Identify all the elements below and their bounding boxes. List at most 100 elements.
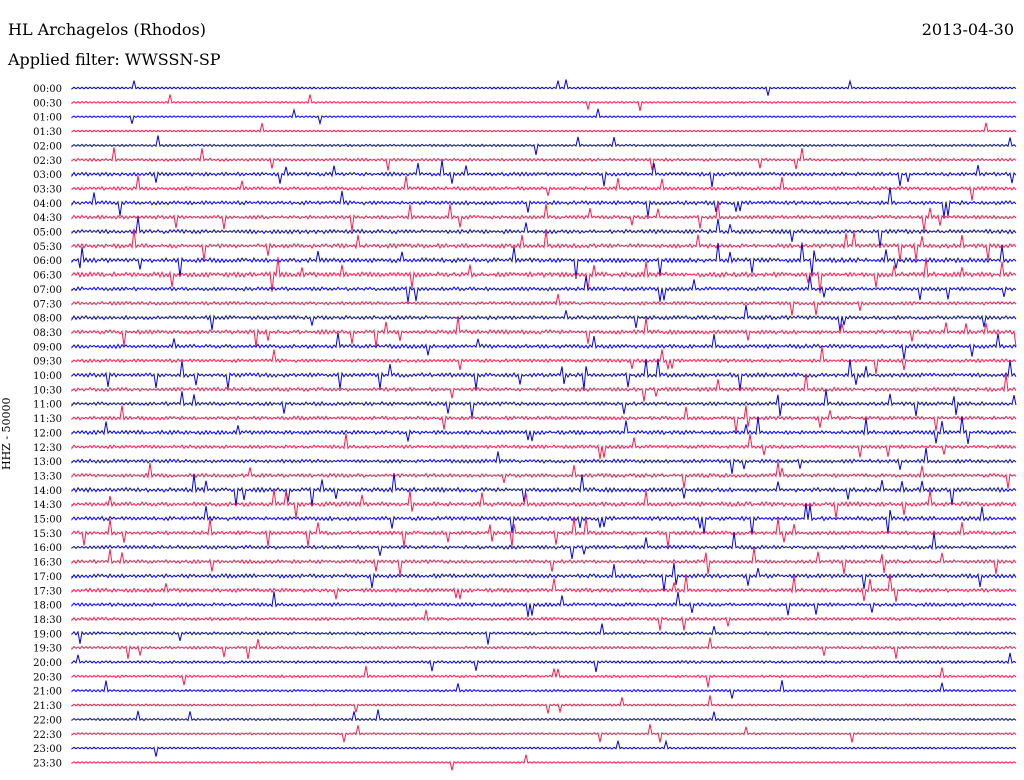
row-label-1830: 18:30	[33, 615, 62, 626]
trace-row-1400	[71, 473, 1017, 507]
trace-row-0900	[71, 332, 1017, 360]
trace-row-0130	[71, 122, 1017, 133]
trace-row-0430	[71, 202, 1017, 232]
trace-row-0330	[71, 175, 1017, 201]
row-label-0530: 05:30	[33, 242, 62, 253]
row-label-0030: 00:30	[33, 98, 62, 109]
row-label-1500: 15:00	[33, 515, 62, 526]
trace-row-1530	[71, 517, 1017, 548]
trace-row-1930	[71, 637, 1017, 660]
row-label-0100: 01:00	[33, 113, 62, 124]
row-label-2230: 22:30	[33, 730, 62, 741]
row-label-0430: 04:30	[33, 213, 62, 224]
row-label-0330: 03:30	[33, 184, 62, 195]
row-label-0900: 09:00	[33, 342, 62, 353]
row-label-2300: 23:00	[33, 744, 62, 755]
row-label-1330: 13:30	[33, 471, 62, 482]
row-label-2000: 20:00	[33, 658, 62, 669]
row-label-2130: 21:30	[33, 701, 62, 712]
trace-row-0530	[71, 228, 1017, 262]
trace-row-0830	[71, 315, 1017, 348]
trace-row-1500	[71, 503, 1017, 535]
row-label-1730: 17:30	[33, 586, 62, 597]
row-label-0500: 05:00	[33, 228, 62, 239]
row-label-2330: 23:30	[33, 758, 62, 769]
row-label-1100: 11:00	[33, 400, 62, 411]
row-label-1900: 19:00	[33, 629, 62, 640]
row-label-1030: 10:30	[33, 385, 62, 396]
trace-row-2230	[71, 724, 1017, 743]
row-label-1200: 12:00	[33, 428, 62, 439]
row-label-0930: 09:30	[33, 357, 62, 368]
trace-row-1830	[71, 609, 1017, 631]
trace-row-1000	[71, 359, 1017, 391]
trace-row-0600	[71, 242, 1017, 279]
row-label-0230: 02:30	[33, 156, 62, 167]
trace-row-2330	[71, 754, 1017, 771]
trace-row-2200	[71, 709, 1017, 722]
trace-row-1030	[71, 373, 1017, 402]
trace-row-1130	[71, 405, 1017, 433]
trace-row-1230	[71, 433, 1017, 460]
trace-row-0300	[71, 159, 1017, 188]
trace-row-2130	[71, 695, 1017, 714]
row-label-1130: 11:30	[33, 414, 62, 425]
trace-row-1600	[71, 532, 1017, 559]
trace-row-1800	[71, 591, 1017, 617]
trace-row-0930	[71, 346, 1017, 374]
trace-row-0800	[71, 304, 1017, 332]
trace-row-1100	[71, 389, 1017, 418]
row-label-0130: 01:30	[33, 127, 62, 138]
row-label-1000: 10:00	[33, 371, 62, 382]
row-label-1700: 17:00	[33, 572, 62, 583]
filter-label: Applied filter: WWSSN-SP	[8, 50, 221, 69]
row-label-0700: 07:00	[33, 285, 62, 296]
row-label-0200: 02:00	[33, 141, 62, 152]
station-title: HL Archagelos (Rhodos)	[8, 20, 206, 39]
trace-row-0500	[71, 216, 1017, 249]
row-label-0000: 00:00	[33, 84, 62, 95]
row-label-0800: 08:00	[33, 314, 62, 325]
row-label-2100: 21:00	[33, 687, 62, 698]
trace-row-2100	[71, 680, 1017, 699]
trace-row-1330	[71, 461, 1017, 489]
row-label-1800: 18:00	[33, 601, 62, 612]
trace-row-0700	[71, 275, 1017, 303]
trace-row-1900	[71, 623, 1017, 645]
trace-row-1430	[71, 489, 1017, 519]
trace-row-1200	[71, 416, 1017, 445]
trace-row-1300	[71, 447, 1017, 474]
trace-row-2000	[71, 652, 1017, 673]
row-label-1430: 14:30	[33, 500, 62, 511]
trace-row-0230	[71, 147, 1017, 171]
row-label-1600: 16:00	[33, 543, 62, 554]
row-label-0630: 06:30	[33, 271, 62, 282]
trace-row-0400	[71, 187, 1017, 218]
row-label-0830: 08:30	[33, 328, 62, 339]
trace-row-1730	[71, 574, 1017, 602]
trace-row-0000	[71, 79, 1017, 96]
row-label-1300: 13:00	[33, 457, 62, 468]
trace-row-0730	[71, 293, 1017, 316]
row-label-1530: 15:30	[33, 529, 62, 540]
row-label-1230: 12:30	[33, 443, 62, 454]
row-label-1630: 16:30	[33, 558, 62, 569]
trace-row-0030	[71, 94, 1017, 112]
row-label-0730: 07:30	[33, 299, 62, 310]
row-label-1400: 14:00	[33, 486, 62, 497]
row-label-0400: 04:00	[33, 199, 62, 210]
trace-row-0630	[71, 257, 1017, 294]
row-label-1930: 19:30	[33, 644, 62, 655]
row-label-0300: 03:00	[33, 170, 62, 181]
trace-row-0100	[71, 107, 1017, 126]
trace-row-0200	[71, 135, 1017, 155]
row-label-0600: 06:00	[33, 256, 62, 267]
trace-row-1700	[71, 562, 1017, 592]
trace-row-2300	[71, 739, 1017, 757]
row-label-2200: 22:00	[33, 715, 62, 726]
row-label-2030: 20:30	[33, 672, 62, 683]
date-label: 2013-04-30	[921, 20, 1014, 39]
trace-row-1630	[71, 547, 1017, 576]
trace-row-2030	[71, 665, 1017, 688]
